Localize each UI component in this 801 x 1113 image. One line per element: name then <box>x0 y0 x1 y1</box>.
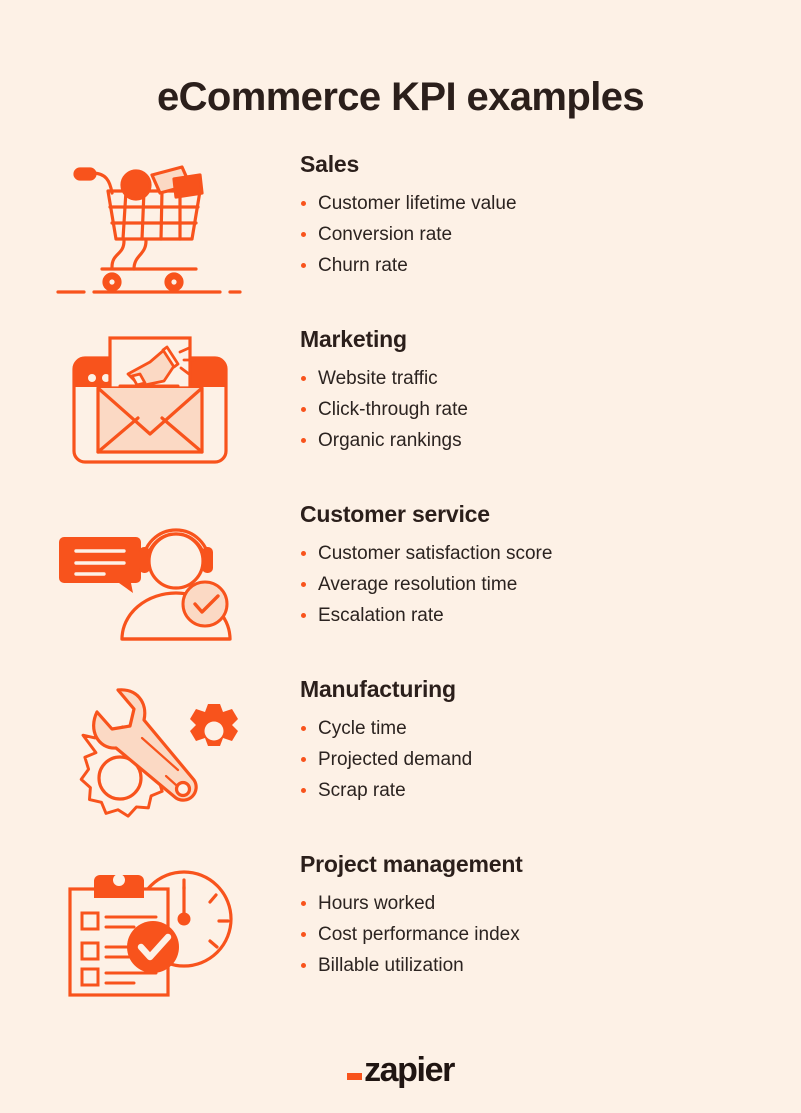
section-heading: Marketing <box>300 325 407 352</box>
section-heading: Customer service <box>300 500 490 527</box>
clipboard-clock-icon <box>0 846 300 1006</box>
section-heading: Manufacturing <box>300 675 456 702</box>
section-text-project-management: Project management Hours worked Cost per… <box>300 846 523 982</box>
list-item: Churn rate <box>300 251 517 282</box>
section-manufacturing: Manufacturing Cycle time Projected deman… <box>0 671 801 846</box>
section-project-management: Project management Hours worked Cost per… <box>0 846 801 1021</box>
zapier-logo-text: zapier <box>364 1050 455 1089</box>
list-item: Website traffic <box>300 364 468 395</box>
kpi-list: Customer satisfaction score Average reso… <box>300 539 552 632</box>
footer: zapier <box>0 1050 801 1089</box>
list-item: Customer satisfaction score <box>300 539 552 570</box>
section-sales: Sales Customer lifetime value Conversion… <box>0 146 801 321</box>
list-item: Cost performance index <box>300 920 523 951</box>
list-item: Average resolution time <box>300 570 552 601</box>
list-item: Hours worked <box>300 889 523 920</box>
zapier-logo: zapier <box>347 1050 455 1089</box>
shopping-cart-icon <box>0 146 300 306</box>
headset-support-agent-icon <box>0 496 300 656</box>
section-heading: Project management <box>300 850 523 877</box>
section-text-customer-service: Customer service Customer satisfaction s… <box>300 496 552 632</box>
email-megaphone-icon <box>0 321 300 481</box>
section-text-sales: Sales Customer lifetime value Conversion… <box>300 146 517 282</box>
kpi-list: Website traffic Click-through rate Organ… <box>300 364 468 457</box>
list-item: Scrap rate <box>300 776 472 807</box>
list-item: Projected demand <box>300 745 472 776</box>
infographic-page: eCommerce KPI examples <box>0 27 801 1113</box>
section-marketing: Marketing Website traffic Click-through … <box>0 321 801 496</box>
section-text-marketing: Marketing Website traffic Click-through … <box>300 321 468 457</box>
kpi-list: Hours worked Cost performance index Bill… <box>300 889 523 982</box>
list-item: Escalation rate <box>300 601 552 632</box>
list-item: Conversion rate <box>300 220 517 251</box>
page-title: eCommerce KPI examples <box>156 74 645 119</box>
zapier-logo-dash-icon <box>347 1072 363 1080</box>
list-item: Customer lifetime value <box>300 189 517 220</box>
section-heading: Sales <box>300 150 360 177</box>
list-item: Billable utilization <box>300 951 523 982</box>
kpi-list: Cycle time Projected demand Scrap rate <box>300 714 472 807</box>
list-item: Click-through rate <box>300 395 468 426</box>
section-text-manufacturing: Manufacturing Cycle time Projected deman… <box>300 671 472 807</box>
wrench-gears-icon <box>0 671 300 831</box>
list-item: Organic rankings <box>300 426 468 457</box>
list-item: Cycle time <box>300 714 472 745</box>
kpi-sections: Sales Customer lifetime value Conversion… <box>0 146 801 1021</box>
kpi-list: Customer lifetime value Conversion rate … <box>300 189 517 282</box>
section-customer-service: Customer service Customer satisfaction s… <box>0 496 801 671</box>
